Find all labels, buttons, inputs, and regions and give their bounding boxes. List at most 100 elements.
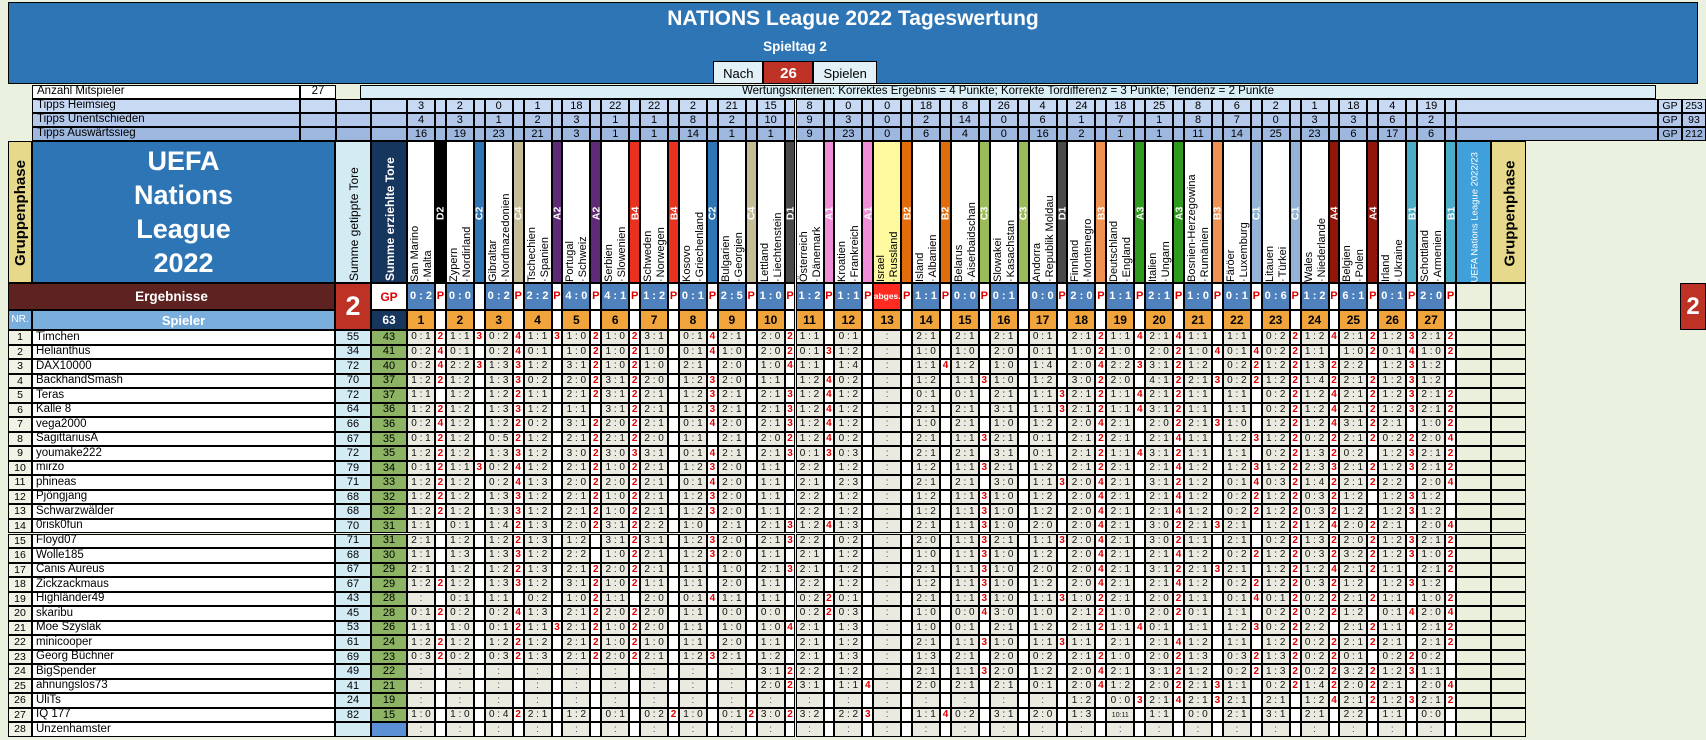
tip-points-cell[interactable]: 4 xyxy=(823,518,835,534)
tip-cell[interactable]: 1 : 1 xyxy=(407,548,435,563)
tip-points-cell[interactable]: 3 xyxy=(784,562,796,578)
tip-points-cell[interactable] xyxy=(551,460,563,476)
tip-cell[interactable]: 2 : 0 xyxy=(1339,518,1368,534)
player-tipped-goals-cell[interactable]: 53 xyxy=(335,620,371,636)
tip-points-cell[interactable]: 2 xyxy=(629,373,641,389)
player-points-cell[interactable]: 30 xyxy=(371,548,407,563)
tip-points-cell[interactable]: 4 xyxy=(1328,330,1340,345)
tip-points-cell[interactable] xyxy=(862,431,874,447)
tip-points-cell[interactable] xyxy=(706,620,718,636)
tip-points-cell[interactable] xyxy=(590,678,602,694)
tip-cell[interactable]: 2 : 1 xyxy=(795,562,824,578)
tipps-value-cell[interactable]: 3 xyxy=(1300,113,1329,127)
tip-points-cell[interactable]: 3 xyxy=(512,548,524,563)
tip-points-cell[interactable] xyxy=(901,373,913,389)
result-cell[interactable]: 6 : 1 xyxy=(1339,283,1368,310)
tipps-value-cell[interactable]: 6 xyxy=(1378,113,1407,127)
tip-cell[interactable]: 1 : 2 xyxy=(950,359,979,374)
result-cell[interactable]: 0 : 1 xyxy=(989,283,1018,310)
tip-cell[interactable]: 2 : 1 xyxy=(562,562,591,578)
tip-points-cell[interactable] xyxy=(551,475,563,490)
tip-points-cell[interactable] xyxy=(978,620,990,636)
tip-cell[interactable]: 2 : 0 xyxy=(1339,678,1368,694)
tip-cell[interactable]: 1 : 0 xyxy=(989,562,1018,578)
tip-points-cell[interactable]: 2 xyxy=(1367,635,1379,650)
tip-cell[interactable]: 1 : 2 xyxy=(523,402,552,418)
tip-points-cell[interactable]: 2 xyxy=(1095,591,1107,607)
tip-cell[interactable]: 1 : 0 xyxy=(601,460,630,476)
tip-cell[interactable]: 1 : 2 xyxy=(1417,577,1446,592)
player-tipped-goals-cell[interactable]: 70 xyxy=(335,373,371,389)
tip-points-cell[interactable]: 2 xyxy=(1445,562,1456,578)
tipps-value-cell[interactable]: 3 xyxy=(407,99,435,113)
tip-cell[interactable]: 2 : 1 xyxy=(912,562,941,578)
tip-points-cell[interactable]: 3 xyxy=(784,533,796,549)
tip-points-cell[interactable] xyxy=(1056,707,1068,723)
tip-points-cell[interactable] xyxy=(1134,664,1146,679)
tip-points-cell[interactable]: 2 xyxy=(512,518,524,534)
result-cell[interactable]: 1 : 0 xyxy=(756,283,785,310)
tip-points-cell[interactable] xyxy=(940,489,951,505)
tip-cell[interactable]: : xyxy=(873,562,902,578)
tip-cell[interactable]: 0 : 2 xyxy=(484,475,513,490)
tip-points-cell[interactable] xyxy=(901,330,913,345)
tip-cell[interactable]: 2 : 0 xyxy=(1106,373,1135,389)
tip-cell[interactable]: 1 : 3 xyxy=(484,446,513,461)
tip-points-cell[interactable] xyxy=(978,359,990,374)
tip-cell[interactable]: 1 : 2 xyxy=(1417,489,1446,505)
tipps-value-cell[interactable]: 18 xyxy=(1339,99,1368,113)
tip-points-cell[interactable]: 2 xyxy=(1406,649,1418,665)
tip-points-cell[interactable] xyxy=(940,606,951,621)
player-tipped-goals-cell[interactable]: 68 xyxy=(335,489,371,505)
tip-cell[interactable]: 2 : 1 xyxy=(1417,330,1446,345)
tip-points-cell[interactable]: 2 xyxy=(435,460,446,476)
tip-cell[interactable]: 1 : 1 xyxy=(1184,431,1212,447)
tipps-value-cell[interactable]: 1 xyxy=(523,99,552,113)
tip-points-cell[interactable]: 2 xyxy=(1289,431,1301,447)
tip-points-cell[interactable] xyxy=(1134,591,1146,607)
tip-cell[interactable]: 1 : 0 xyxy=(1417,591,1446,607)
tip-cell[interactable]: : xyxy=(873,606,902,621)
tip-cell[interactable]: 1 : 3 xyxy=(1261,664,1290,679)
tip-cell[interactable]: 1 : 2 xyxy=(912,373,941,389)
tip-cell[interactable]: 2 : 1 xyxy=(1300,707,1329,723)
tip-cell[interactable]: 1 : 1 xyxy=(445,460,474,476)
tip-cell[interactable]: 0 : 2 xyxy=(1261,402,1290,418)
tip-cell[interactable]: 1 : 2 xyxy=(445,417,474,432)
tip-points-cell[interactable] xyxy=(512,722,524,737)
tip-points-cell[interactable] xyxy=(745,562,757,578)
tip-cell[interactable]: 1 : 2 xyxy=(1184,475,1212,490)
tip-cell[interactable]: 2 : 0 xyxy=(1417,475,1446,490)
tip-points-cell[interactable] xyxy=(901,678,913,694)
tip-points-cell[interactable] xyxy=(940,388,951,403)
result-cell[interactable]: 1 : 1 xyxy=(1106,283,1135,310)
tip-cell[interactable]: 2 : 1 xyxy=(1106,475,1135,490)
tip-cell[interactable]: 1 : 0 xyxy=(1339,344,1368,360)
result-cell[interactable]: 2 : 2 xyxy=(523,283,552,310)
tip-cell[interactable]: 1 : 1 xyxy=(1028,591,1057,607)
tip-cell[interactable]: 0 : 1 xyxy=(445,344,474,360)
tip-points-cell[interactable]: 2 xyxy=(590,606,602,621)
tip-points-cell[interactable]: 4 xyxy=(1173,431,1184,447)
tip-cell[interactable]: 2 : 2 xyxy=(834,707,863,723)
tipps-value-cell[interactable]: 26 xyxy=(989,99,1018,113)
tip-points-cell[interactable]: 3 xyxy=(1056,402,1068,418)
tip-cell[interactable]: : xyxy=(523,678,552,694)
tipps-value-cell[interactable]: 1 xyxy=(1300,99,1329,113)
tip-points-cell[interactable] xyxy=(940,431,951,447)
tipps-value-cell[interactable]: 1 xyxy=(640,113,669,127)
tip-points-cell[interactable] xyxy=(1328,620,1340,636)
tip-cell[interactable]: 0 : 2 xyxy=(407,417,435,432)
tip-cell[interactable]: 1 : 2 xyxy=(1184,359,1212,374)
tip-cell[interactable]: 1 : 3 xyxy=(484,359,513,374)
tip-cell[interactable]: 0 : 1 xyxy=(407,431,435,447)
tip-points-cell[interactable] xyxy=(823,504,835,519)
tip-cell[interactable]: 0 : 2 xyxy=(1222,504,1251,519)
tip-points-cell[interactable] xyxy=(473,402,485,418)
tip-points-cell[interactable] xyxy=(940,344,951,360)
tip-cell[interactable]: 2 : 1 xyxy=(562,649,591,665)
tip-cell[interactable]: 1 : 1 xyxy=(795,330,824,345)
tip-cell[interactable]: 0 : 3 xyxy=(1300,489,1329,505)
tip-points-cell[interactable]: 4 xyxy=(706,344,718,360)
tip-points-cell[interactable] xyxy=(551,649,563,665)
